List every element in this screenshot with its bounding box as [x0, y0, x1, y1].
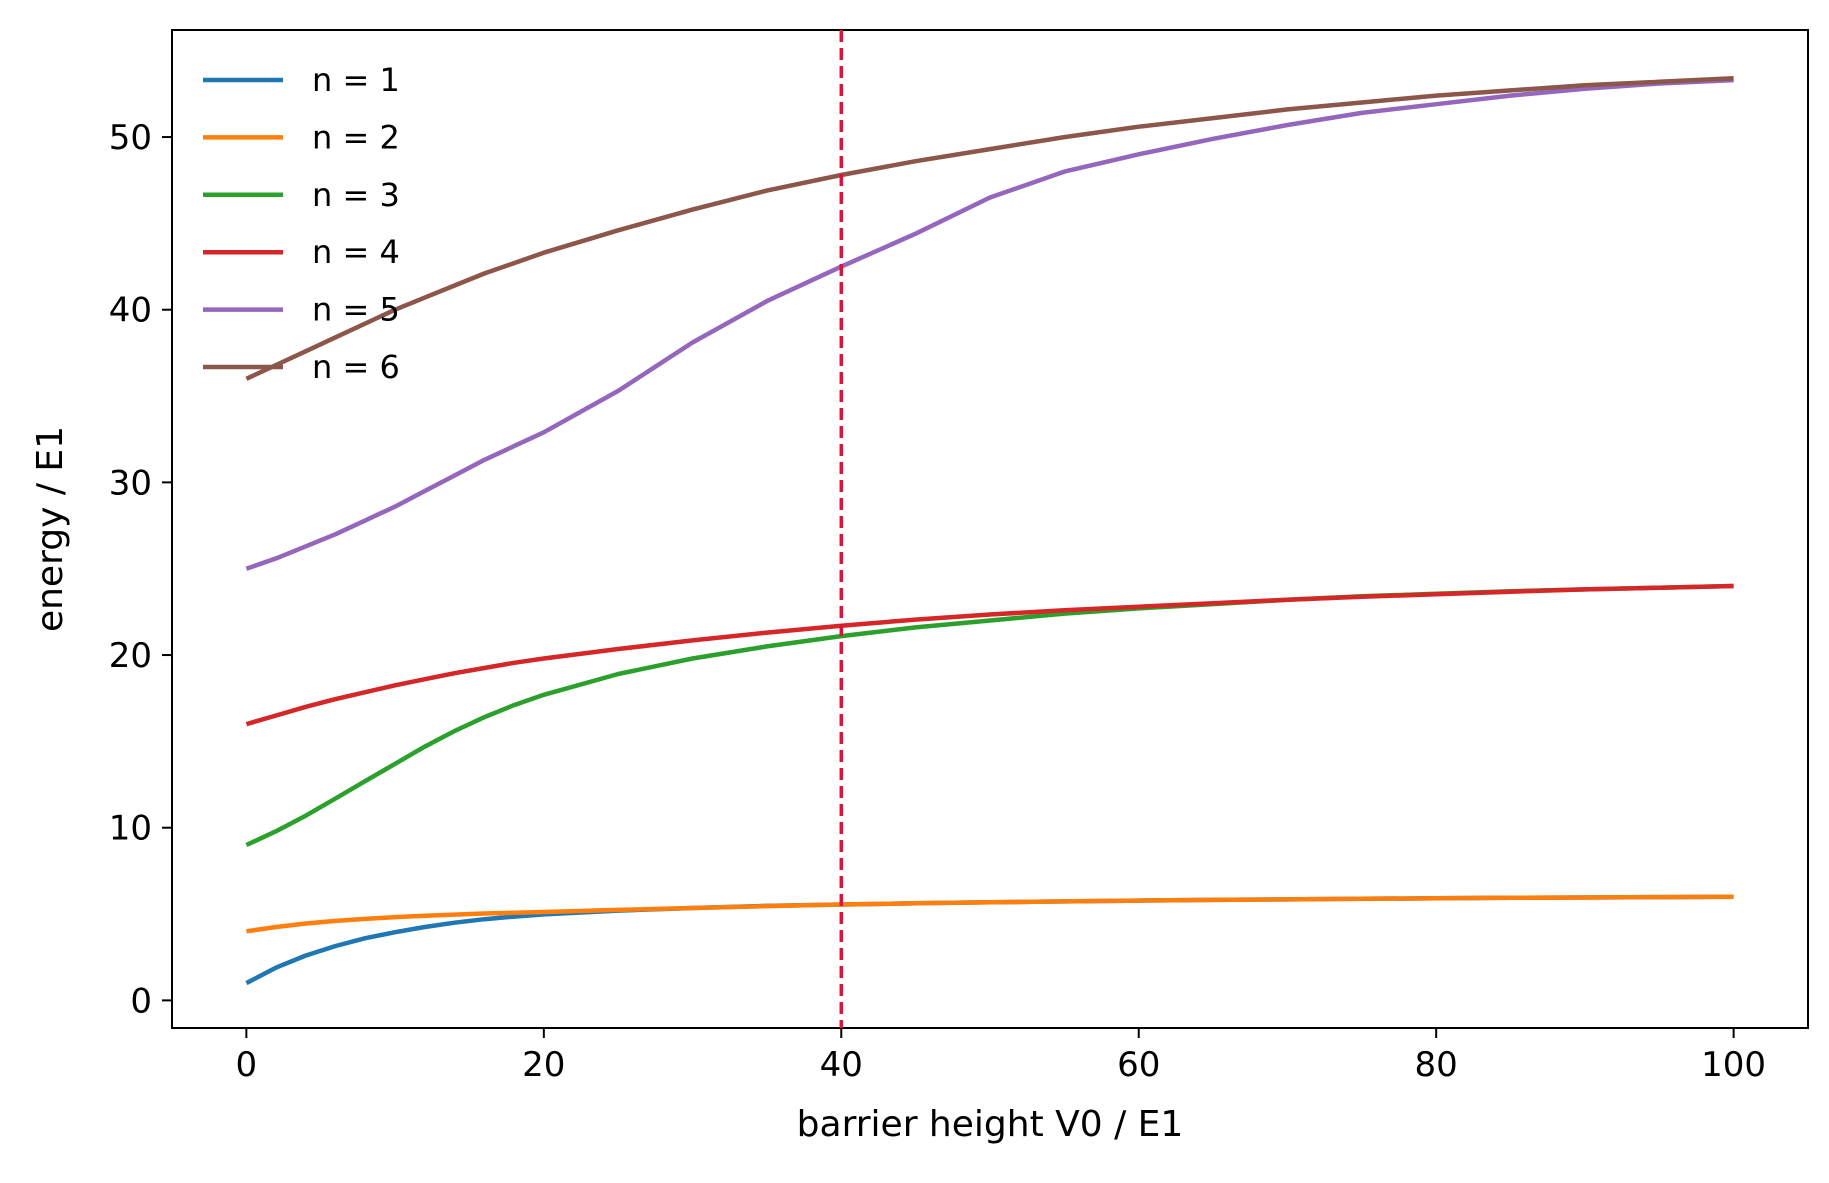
legend-label-n3: n = 3 — [312, 176, 400, 214]
y-tick-label: 10 — [109, 809, 152, 849]
y-tick-label: 50 — [109, 118, 152, 158]
series-line-n4 — [245, 583, 1734, 727]
legend-label-n4: n = 4 — [312, 233, 400, 271]
x-tick-label: 40 — [820, 1045, 863, 1085]
y-tick-label: 30 — [109, 463, 152, 503]
legend-label-n6: n = 6 — [312, 348, 400, 386]
legend-label-n2: n = 2 — [312, 118, 400, 156]
series-layer — [245, 76, 1734, 986]
y-tick-label: 40 — [109, 291, 152, 331]
legend-label-n5: n = 5 — [312, 291, 400, 329]
y-tick-label: 0 — [130, 981, 152, 1021]
plot-frame — [171, 29, 1809, 1029]
y-tick-label: 20 — [109, 636, 152, 676]
series-line-n6 — [245, 76, 1734, 381]
x-tick-label: 80 — [1415, 1045, 1458, 1085]
x-tick-label: 60 — [1117, 1045, 1160, 1085]
legend-label-n1: n = 1 — [312, 61, 400, 99]
x-tick-label: 20 — [522, 1045, 565, 1085]
x-axis-label: barrier height V0 / E1 — [797, 1104, 1184, 1145]
y-axis-label: energy / E1 — [30, 426, 71, 632]
series-line-n5 — [245, 77, 1734, 571]
x-tick-label: 0 — [236, 1045, 258, 1085]
legend: n = 1 n = 2 n = 3 n = 4 n = 5 n = 6 — [203, 61, 400, 386]
x-tick-label: 100 — [1701, 1045, 1766, 1085]
series-line-n3 — [245, 583, 1734, 848]
series-line-n2 — [246, 894, 1734, 934]
axes-layer: 0 20 40 60 80 100 0 10 20 30 40 50 — [109, 29, 1809, 1085]
series-line-n1 — [245, 894, 1734, 986]
